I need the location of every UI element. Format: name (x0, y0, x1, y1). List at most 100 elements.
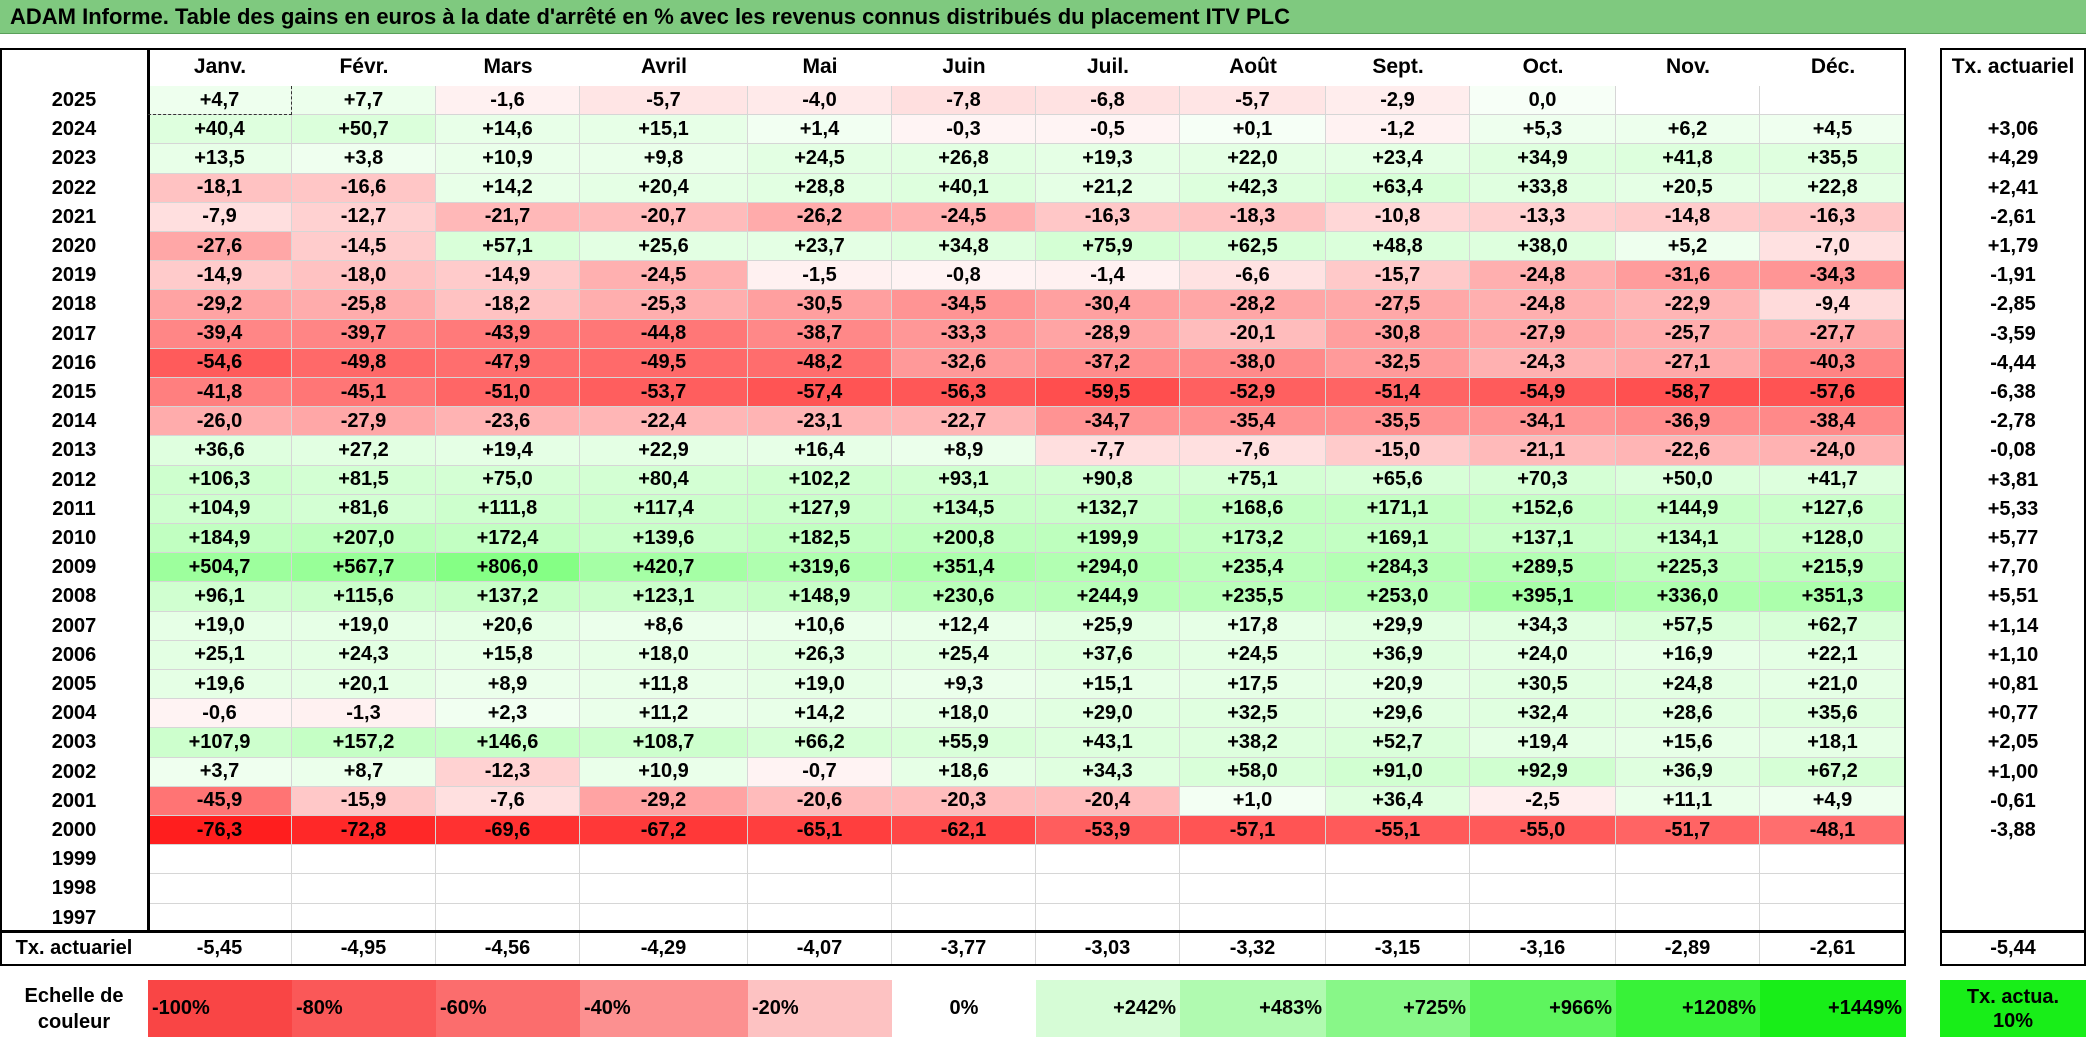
table-cell: -21,1 (1470, 436, 1616, 466)
table-cell: -51,7 (1616, 816, 1760, 846)
table-cell: -20,4 (1036, 786, 1180, 816)
table-cell (1326, 874, 1470, 904)
table-cell: -39,7 (292, 319, 436, 349)
year-label: 2001 (51, 789, 97, 812)
table-cell: +8,7 (292, 757, 436, 787)
table-cell: +14,6 (436, 115, 580, 145)
table-cell: +35,5 (1760, 144, 1906, 174)
table-cell: -52,9 (1180, 378, 1326, 408)
table-cell: -20,6 (748, 786, 892, 816)
footer-value: -3,77 (892, 930, 1036, 966)
table-cell: +253,0 (1326, 582, 1470, 612)
table-cell: +32,4 (1470, 699, 1616, 729)
footer-value: -4,29 (580, 930, 748, 966)
table-cell (892, 874, 1036, 904)
table-cell: +7,7 (292, 86, 436, 116)
rate-header: Tx. actuariel (1951, 55, 2075, 78)
row-rate: +4,29 (1987, 147, 2039, 170)
footer-value: -4,56 (436, 930, 580, 966)
table-cell (748, 874, 892, 904)
table-cell: +11,2 (580, 699, 748, 729)
table-cell: -26,0 (148, 407, 292, 437)
table-cell (292, 903, 436, 933)
table-cell: +173,2 (1180, 524, 1326, 554)
table-cell: +2,3 (436, 699, 580, 729)
table-cell: +117,4 (580, 494, 748, 524)
table-cell: +284,3 (1326, 553, 1470, 583)
table-cell: +90,8 (1036, 465, 1180, 495)
table-cell: -45,9 (148, 786, 292, 816)
table-cell: -23,1 (748, 407, 892, 437)
table-cell: -25,7 (1616, 319, 1760, 349)
footer-value: -3,03 (1036, 930, 1180, 966)
month-header: Févr. (339, 55, 389, 78)
table-cell: -55,1 (1326, 816, 1470, 846)
table-cell: +62,5 (1180, 232, 1326, 262)
table-cell: -38,4 (1760, 407, 1906, 437)
table-cell: -51,4 (1326, 378, 1470, 408)
table-cell: +41,8 (1616, 144, 1760, 174)
row-rate: -2,61 (1990, 205, 2036, 228)
table-cell: +75,1 (1180, 465, 1326, 495)
table-cell: +128,0 (1760, 524, 1906, 554)
table-cell: +207,0 (292, 524, 436, 554)
table-cell (1036, 903, 1180, 933)
table-cell: -34,1 (1470, 407, 1616, 437)
table-cell: +215,9 (1760, 553, 1906, 583)
month-header: Juin (942, 55, 986, 78)
row-rate: -2,78 (1990, 410, 2036, 433)
table-cell: -15,9 (292, 786, 436, 816)
row-rate: -1,91 (1990, 264, 2036, 287)
table-cell: +9,3 (892, 670, 1036, 700)
table-cell: +19,3 (1036, 144, 1180, 174)
table-cell: +127,9 (748, 494, 892, 524)
scale-swatch: -40% (580, 980, 748, 1037)
table-cell: +134,1 (1616, 524, 1760, 554)
table-cell: +23,4 (1326, 144, 1470, 174)
table-cell: -18,3 (1180, 202, 1326, 232)
table-cell: +55,9 (892, 728, 1036, 758)
table-cell: -0,3 (892, 115, 1036, 145)
table-cell: +26,3 (748, 640, 892, 670)
table-cell: +22,0 (1180, 144, 1326, 174)
table-cell: +107,9 (148, 728, 292, 758)
table-cell: +137,1 (1470, 524, 1616, 554)
table-cell: +24,5 (748, 144, 892, 174)
table-cell: +92,9 (1470, 757, 1616, 787)
table-cell: +93,1 (892, 465, 1036, 495)
table-cell: +20,1 (292, 670, 436, 700)
table-cell: 0,0 (1470, 86, 1616, 116)
table-cell: +148,9 (748, 582, 892, 612)
table-cell: -58,7 (1616, 378, 1760, 408)
table-cell: -0,6 (148, 699, 292, 729)
table-cell: -25,3 (580, 290, 748, 320)
table-cell: -18,2 (436, 290, 580, 320)
table-cell: +38,2 (1180, 728, 1326, 758)
year-label: 2005 (51, 673, 97, 696)
table-cell: -5,7 (1180, 86, 1326, 116)
row-rate: -3,88 (1990, 819, 2036, 842)
row-rate: +0,77 (1987, 702, 2039, 725)
table-cell: -32,6 (892, 348, 1036, 378)
table-cell: +10,9 (580, 757, 748, 787)
year-label: 2009 (51, 556, 97, 579)
table-cell: -54,9 (1470, 378, 1616, 408)
table-cell: -16,3 (1036, 202, 1180, 232)
table-cell: +225,3 (1616, 553, 1760, 583)
table-cell: +504,7 (148, 553, 292, 583)
table-cell: +75,9 (1036, 232, 1180, 262)
table-cell: +18,1 (1760, 728, 1906, 758)
table-cell: +351,4 (892, 553, 1036, 583)
table-cell: +8,6 (580, 611, 748, 641)
table-cell: -20,1 (1180, 319, 1326, 349)
table-cell: -7,6 (436, 786, 580, 816)
table-cell: -72,8 (292, 816, 436, 846)
footer-label: Tx. actuariel (15, 936, 133, 959)
year-label: 2002 (51, 760, 97, 783)
table-cell: +3,8 (292, 144, 436, 174)
table-cell (1470, 903, 1616, 933)
table-cell (1180, 845, 1326, 875)
table-cell: +25,4 (892, 640, 1036, 670)
table-cell: -37,2 (1036, 348, 1180, 378)
table-cell: +1,0 (1180, 786, 1326, 816)
